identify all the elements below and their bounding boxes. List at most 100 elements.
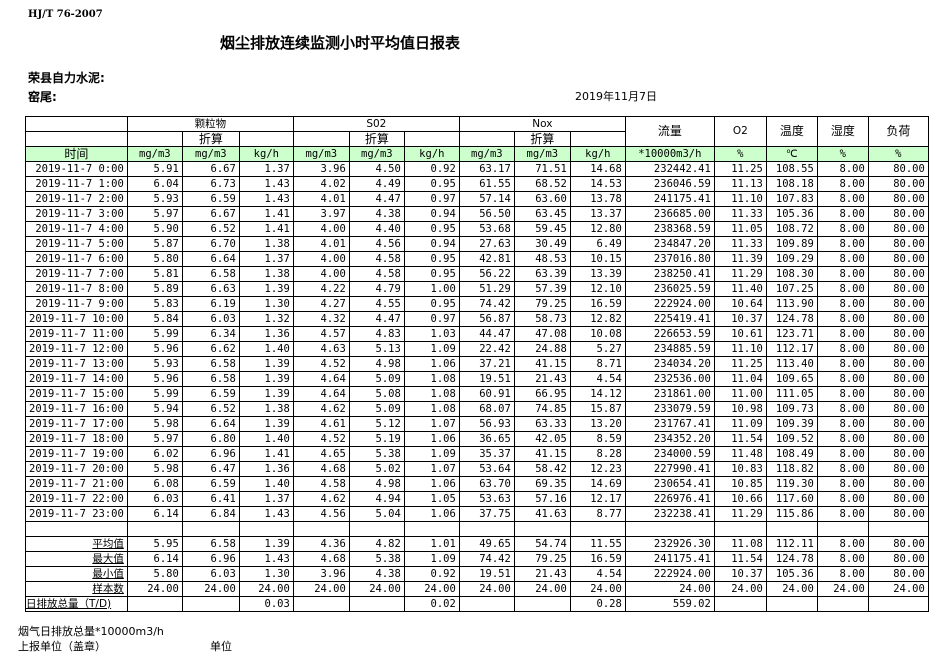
data-cell: 80.00 <box>867 326 929 342</box>
data-cell: 4.00 <box>292 251 350 267</box>
data-cell: 74.42 <box>458 551 515 567</box>
data-cell: 238368.59 <box>624 221 715 237</box>
data-cell: 5.81 <box>126 266 183 282</box>
data-cell: 24.00 <box>816 581 869 597</box>
data-cell: 8.00 <box>816 476 869 492</box>
data-cell: 8.00 <box>816 386 869 402</box>
report-date: 2019年11月7日 <box>575 90 657 103</box>
table-row: 2019-11-7 9:00 5.83 6.19 1.30 4.27 4.55 0.95 74… <box>25 296 929 312</box>
header-so2-converted: 折算 <box>348 131 405 147</box>
data-cell: 80.00 <box>867 431 929 447</box>
data-cell: 8.00 <box>816 446 869 462</box>
data-cell: 6.04 <box>126 176 183 192</box>
data-cell: 8.00 <box>816 266 869 282</box>
data-cell: 0.97 <box>403 191 460 207</box>
data-cell: 63.17 <box>458 161 515 177</box>
data-cell: 11.39 <box>713 251 767 267</box>
data-cell: 4.58 <box>292 476 350 492</box>
data-cell: 80.00 <box>867 371 929 387</box>
data-cell: 13.78 <box>569 191 626 207</box>
data-cell: 19.51 <box>458 566 515 582</box>
header-blank <box>458 131 515 147</box>
data-cell: 74.42 <box>458 296 515 312</box>
data-cell: 5.90 <box>126 221 183 237</box>
data-cell: 108.49 <box>765 446 818 462</box>
data-cell: 5.98 <box>126 416 183 432</box>
data-cell: 42.81 <box>458 251 515 267</box>
data-cell <box>816 596 869 612</box>
data-cell: 232442.41 <box>624 161 715 177</box>
header-so2: S02 <box>292 116 460 132</box>
data-cell: 231861.00 <box>624 386 715 402</box>
data-cell: 5.89 <box>126 281 183 297</box>
data-cell <box>513 596 571 612</box>
empty-cell <box>458 521 515 537</box>
data-cell: 109.73 <box>765 401 818 417</box>
table-row: 2019-11-7 13:00 5.93 6.58 1.39 4.52 4.98 1.06 3… <box>25 356 929 372</box>
data-cell: 0.28 <box>569 596 626 612</box>
header-blank <box>292 131 350 147</box>
data-cell: 234352.20 <box>624 431 715 447</box>
data-cell: 4.65 <box>292 446 350 462</box>
data-cell: 8.00 <box>816 251 869 267</box>
data-cell: 56.50 <box>458 206 515 222</box>
data-cell: 1.37 <box>238 161 294 177</box>
row-label: 2019-11-7 16:00 <box>25 401 128 417</box>
data-cell: 6.59 <box>181 476 240 492</box>
unit-label: 单位 <box>210 640 232 653</box>
header-blank <box>238 131 294 147</box>
data-cell: 6.64 <box>181 416 240 432</box>
data-cell: 1.01 <box>403 536 460 552</box>
data-cell: 6.67 <box>181 161 240 177</box>
header-load: 负荷 <box>867 116 929 147</box>
data-cell: 1.07 <box>403 416 460 432</box>
unit-cell: mg/m3 <box>458 146 515 162</box>
data-cell: 24.00 <box>348 581 405 597</box>
data-cell: 63.45 <box>513 206 571 222</box>
header-blank <box>126 131 183 147</box>
data-cell: 61.55 <box>458 176 515 192</box>
data-cell: 10.61 <box>713 326 767 342</box>
table-row: 2019-11-7 14:00 5.96 6.58 1.39 4.64 5.09 1.08 1… <box>25 371 929 387</box>
data-cell: 4.00 <box>292 266 350 282</box>
data-cell: 80.00 <box>867 476 929 492</box>
data-cell: 1.39 <box>238 536 294 552</box>
data-cell: 222924.00 <box>624 296 715 312</box>
data-cell: 0.95 <box>403 266 460 282</box>
unit-cell: mg/m3 <box>292 146 350 162</box>
data-cell: 4.58 <box>348 266 405 282</box>
data-cell: 4.63 <box>292 341 350 357</box>
row-label: 2019-11-7 12:00 <box>25 341 128 357</box>
data-cell: 11.05 <box>713 221 767 237</box>
data-cell: 12.82 <box>569 311 626 327</box>
data-cell: 124.78 <box>765 311 818 327</box>
data-cell: 57.39 <box>513 281 571 297</box>
data-cell: 4.54 <box>569 566 626 582</box>
data-cell: 4.50 <box>348 161 405 177</box>
data-cell: 1.37 <box>238 251 294 267</box>
data-cell: 1.41 <box>238 206 294 222</box>
data-cell: 22.42 <box>458 341 515 357</box>
data-cell: 8.59 <box>569 431 626 447</box>
data-cell: 5.96 <box>126 341 183 357</box>
data-cell: 41.15 <box>513 446 571 462</box>
table-row: 2019-11-7 17:00 5.98 6.64 1.39 4.61 5.12 1.07 5… <box>25 416 929 432</box>
data-cell: 8.00 <box>816 281 869 297</box>
data-cell: 109.65 <box>765 371 818 387</box>
data-cell: 5.38 <box>348 551 405 567</box>
data-cell: 5.08 <box>348 386 405 402</box>
data-cell: 57.14 <box>458 191 515 207</box>
data-cell: 8.00 <box>816 161 869 177</box>
data-cell: 559.02 <box>624 596 715 612</box>
row-label: 2019-11-7 8:00 <box>25 281 128 297</box>
table-row: 2019-11-7 21:00 6.08 6.59 1.40 4.58 4.98 1.06 6… <box>25 476 929 492</box>
data-cell: 105.36 <box>765 206 818 222</box>
data-cell: 1.07 <box>403 461 460 477</box>
data-cell: 1.30 <box>238 566 294 582</box>
table-row: 2019-11-7 15:00 5.99 6.59 1.39 4.64 5.08 1.08 6… <box>25 386 929 402</box>
header-particulate: 颗粒物 <box>126 116 294 132</box>
data-cell: 11.29 <box>713 506 767 522</box>
data-cell: 6.58 <box>181 371 240 387</box>
table-row: 2019-11-7 11:00 5.99 6.34 1.36 4.57 4.83 1.03 4… <box>25 326 929 342</box>
data-cell: 4.79 <box>348 281 405 297</box>
